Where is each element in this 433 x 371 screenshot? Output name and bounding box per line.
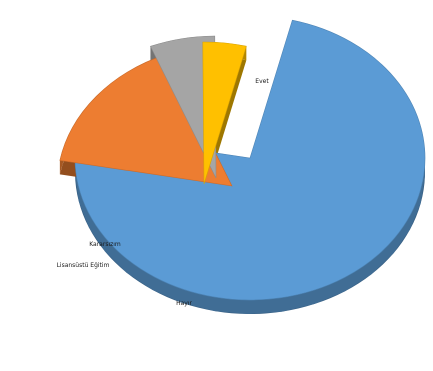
pie-slice-label-hay-r: Hayır	[176, 300, 192, 307]
pie-slice-karars-z-m	[150, 35, 217, 179]
slice-top-layer	[59, 19, 426, 301]
pie-slice-label-karars-z-m: Kararsızım	[89, 241, 121, 248]
pie-slice-hay-r	[59, 53, 233, 187]
slice-label-layer: Evet Hayır Kararsızım Lisansüstü Eğitim	[57, 78, 270, 307]
pie-slice-label-evet: Evet	[255, 78, 269, 85]
pie-slice-lisansu-stu-eg-itim	[202, 41, 247, 185]
pie-slice-label-lisansu-stu-eg-itim: Lisansüstü Eğitim	[57, 262, 110, 269]
pie-slice-evet	[74, 19, 426, 301]
